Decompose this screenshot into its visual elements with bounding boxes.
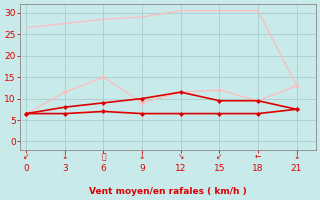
Text: ↓: ↓ <box>293 152 300 161</box>
Text: ↘: ↘ <box>178 152 184 161</box>
Text: ↙: ↙ <box>23 152 29 161</box>
Text: ⤷: ⤷ <box>101 152 106 161</box>
X-axis label: Vent moyen/en rafales ( km/h ): Vent moyen/en rafales ( km/h ) <box>89 187 247 196</box>
Text: ↓: ↓ <box>139 152 145 161</box>
Text: ↙: ↙ <box>216 152 222 161</box>
Text: ←: ← <box>255 152 261 161</box>
Text: ↓: ↓ <box>62 152 68 161</box>
